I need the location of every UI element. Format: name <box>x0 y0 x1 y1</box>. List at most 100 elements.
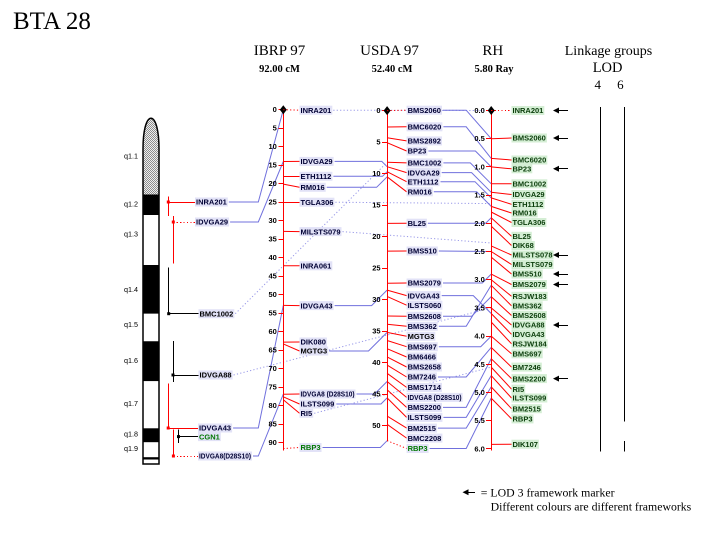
svg-text:65: 65 <box>268 346 276 355</box>
svg-text:BL25: BL25 <box>513 232 531 241</box>
svg-text:MGTG3: MGTG3 <box>301 347 328 356</box>
svg-text:MGTG3: MGTG3 <box>408 332 435 341</box>
svg-text:BTA 28: BTA 28 <box>13 8 91 35</box>
svg-text:q1.5: q1.5 <box>124 320 138 329</box>
svg-text:q1.8: q1.8 <box>124 430 138 439</box>
svg-text:q1.9: q1.9 <box>124 444 138 453</box>
svg-text:IDVGA43: IDVGA43 <box>513 330 545 339</box>
svg-text:BMS697: BMS697 <box>513 350 542 359</box>
svg-text:INRA201: INRA201 <box>301 106 332 115</box>
svg-text:5: 5 <box>376 138 380 147</box>
svg-text:70: 70 <box>268 364 276 373</box>
svg-text:INRA201: INRA201 <box>513 106 544 115</box>
svg-text:BM7246: BM7246 <box>408 373 436 382</box>
svg-text:RSJW184: RSJW184 <box>513 340 548 349</box>
svg-text:ILSTS099: ILSTS099 <box>408 413 442 422</box>
svg-text:BMS2608: BMS2608 <box>513 311 546 320</box>
svg-text:BMS362: BMS362 <box>513 302 542 311</box>
svg-text:BMS510: BMS510 <box>408 247 437 256</box>
svg-text:RM016: RM016 <box>408 188 432 197</box>
svg-text:BMC6020: BMC6020 <box>513 156 547 165</box>
svg-text:RH: RH <box>482 43 503 59</box>
svg-text:45: 45 <box>372 390 380 399</box>
svg-text:5: 5 <box>273 124 277 133</box>
svg-text:DIK107: DIK107 <box>513 440 538 449</box>
svg-text:30: 30 <box>268 216 276 225</box>
svg-text:BMS2892: BMS2892 <box>408 137 441 146</box>
svg-text:CGN1: CGN1 <box>199 432 220 441</box>
svg-text:TGLA306: TGLA306 <box>301 198 334 207</box>
svg-text:35: 35 <box>372 327 380 336</box>
svg-text:IDVGA29: IDVGA29 <box>513 190 545 199</box>
svg-text:DIK68: DIK68 <box>513 241 534 250</box>
svg-text:q1.7: q1.7 <box>124 399 138 408</box>
svg-text:Linkage groups: Linkage groups <box>565 44 652 59</box>
svg-text:IDVGA8 (D28S10): IDVGA8 (D28S10) <box>408 393 462 402</box>
svg-text:0: 0 <box>273 105 277 114</box>
svg-text:INRA061: INRA061 <box>301 262 332 271</box>
svg-text:BMS2608: BMS2608 <box>408 312 441 321</box>
svg-text:Different colours are differen: Different colours are different framewor… <box>491 500 692 514</box>
svg-text:80: 80 <box>268 401 276 410</box>
svg-text:BMS2079: BMS2079 <box>408 279 441 288</box>
svg-text:5.5: 5.5 <box>474 416 484 425</box>
svg-text:4: 4 <box>595 77 602 92</box>
svg-text:USDA 97: USDA 97 <box>360 43 419 59</box>
svg-text:RBP3: RBP3 <box>513 415 533 424</box>
svg-text:ETH1112: ETH1112 <box>301 172 332 181</box>
svg-text:RBP3: RBP3 <box>408 444 428 453</box>
svg-text:15: 15 <box>372 201 380 210</box>
svg-text:2.0: 2.0 <box>474 219 484 228</box>
svg-text:35: 35 <box>268 235 276 244</box>
svg-text:q1.2: q1.2 <box>124 200 138 209</box>
svg-text:IDVGA43: IDVGA43 <box>199 424 231 433</box>
svg-text:BMS2079: BMS2079 <box>513 280 546 289</box>
svg-text:BMC1002: BMC1002 <box>513 180 547 189</box>
svg-text:BL25: BL25 <box>408 219 426 228</box>
svg-text:RM016: RM016 <box>513 209 537 218</box>
svg-text:DIK080: DIK080 <box>301 338 326 347</box>
svg-text:BMC6020: BMC6020 <box>408 123 442 132</box>
svg-text:40: 40 <box>372 358 380 367</box>
svg-text:RSJW183: RSJW183 <box>513 292 547 301</box>
svg-text:60: 60 <box>268 327 276 336</box>
svg-text:6.0: 6.0 <box>474 444 484 453</box>
svg-text:0: 0 <box>376 106 380 115</box>
svg-text:BM7246: BM7246 <box>513 363 541 372</box>
svg-text:BMC2208: BMC2208 <box>408 434 442 443</box>
svg-text:ILSTS099: ILSTS099 <box>301 400 335 409</box>
svg-text:25: 25 <box>372 264 380 273</box>
svg-text:IDVGA8 (D28S10): IDVGA8 (D28S10) <box>301 390 355 399</box>
svg-text:BMS362: BMS362 <box>408 322 437 331</box>
svg-text:RI5: RI5 <box>301 409 313 418</box>
svg-text:IDVGA43: IDVGA43 <box>408 291 440 300</box>
svg-text:BMS2200: BMS2200 <box>408 403 441 412</box>
svg-text:50: 50 <box>268 290 276 299</box>
svg-text:BMS2060: BMS2060 <box>513 134 546 143</box>
svg-text:= LOD 3 framework marker: = LOD 3 framework marker <box>481 486 615 500</box>
svg-text:3.5: 3.5 <box>474 303 484 312</box>
svg-text:BM2515: BM2515 <box>408 424 436 433</box>
svg-text:50: 50 <box>372 421 380 430</box>
svg-text:20: 20 <box>372 232 380 241</box>
svg-text:10: 10 <box>372 169 380 178</box>
svg-text:BMC1002: BMC1002 <box>408 159 442 168</box>
svg-text:BMS697: BMS697 <box>408 342 437 351</box>
svg-text:30: 30 <box>372 295 380 304</box>
svg-text:45: 45 <box>268 272 276 281</box>
svg-text:IDVGA88: IDVGA88 <box>513 321 545 330</box>
svg-text:IDVGA43: IDVGA43 <box>301 301 333 310</box>
svg-text:IDVGA29: IDVGA29 <box>196 218 228 227</box>
svg-text:TGLA306: TGLA306 <box>513 218 546 227</box>
svg-text:85: 85 <box>268 420 276 429</box>
svg-text:1.5: 1.5 <box>474 191 484 200</box>
svg-text:RM016: RM016 <box>301 183 325 192</box>
svg-text:IDVGA8(D28S10): IDVGA8(D28S10) <box>199 452 251 461</box>
svg-text:3.0: 3.0 <box>474 275 484 284</box>
svg-text:BM6466: BM6466 <box>408 353 436 362</box>
svg-text:IDVGA29: IDVGA29 <box>301 157 333 166</box>
svg-text:BP23: BP23 <box>513 165 532 174</box>
svg-text:4.0: 4.0 <box>474 332 484 341</box>
svg-text:q1.6: q1.6 <box>124 356 138 365</box>
svg-text:MILSTS079: MILSTS079 <box>301 227 341 236</box>
